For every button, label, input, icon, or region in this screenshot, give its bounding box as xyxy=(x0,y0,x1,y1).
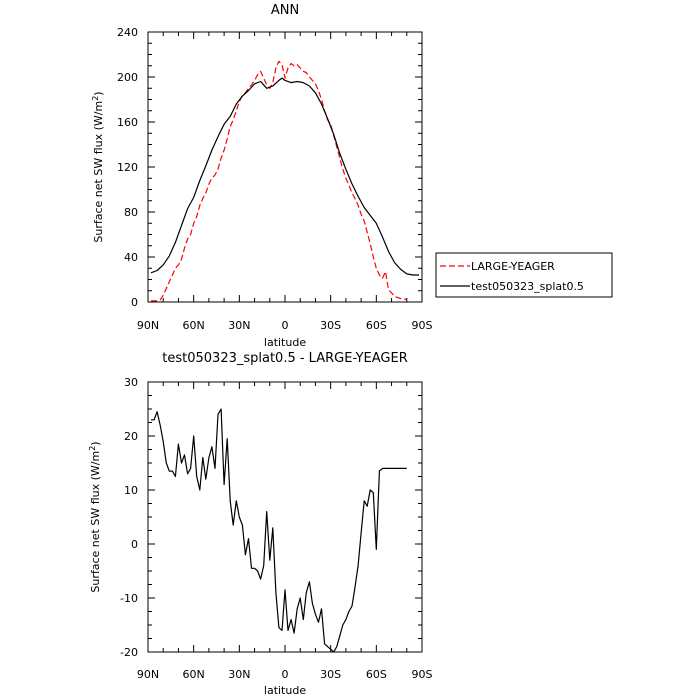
x-axis-label: latitude xyxy=(264,336,306,349)
y-axis-label-superscript: 2 xyxy=(88,446,97,451)
x-tick-label: 30N xyxy=(228,668,250,681)
y-tick-label: 40 xyxy=(124,251,138,264)
y-tick-label: 20 xyxy=(124,430,138,443)
legend-label: test050323_splat0.5 xyxy=(471,280,584,293)
y-tick-label: -10 xyxy=(120,592,138,605)
y-tick-label: 0 xyxy=(131,296,138,309)
series-line-2 xyxy=(150,77,419,276)
y-tick-label: 30 xyxy=(124,376,138,389)
chart-panel-1: ANN 90N 60N 30N 0 30S 60S 90S 0 40 80 120 160 200 240 l… xyxy=(91,3,613,349)
y-axis-label-main: Surface net SW flux (W/m xyxy=(92,101,105,243)
x-tick-label: 0 xyxy=(282,319,289,332)
plot-frame xyxy=(147,381,423,653)
y-tick-label: 0 xyxy=(131,538,138,551)
y-tick-label: 200 xyxy=(117,71,138,84)
y-axis-label-close: ) xyxy=(89,441,102,445)
x-tick-label: 90S xyxy=(412,319,433,332)
y-tick-label: 120 xyxy=(117,161,138,174)
x-tick-label: 90N xyxy=(137,668,159,681)
y-axis-label-superscript: 2 xyxy=(91,96,100,101)
chart-title: ANN xyxy=(271,3,299,18)
y-tick-label: 160 xyxy=(117,116,138,129)
x-tick-label: 60S xyxy=(366,668,387,681)
x-axis-label: latitude xyxy=(264,684,306,697)
legend-box xyxy=(435,252,613,298)
y-tick-label: 80 xyxy=(124,206,138,219)
y-tick-label: 240 xyxy=(117,26,138,39)
y-axis-label-main: Surface net SW flux (W/m xyxy=(89,451,102,593)
y-axis-label: Surface net SW flux (W/m2) xyxy=(88,441,102,592)
x-tick-label: 60S xyxy=(366,319,387,332)
y-tick-label: -20 xyxy=(120,646,138,659)
y-axis-label-close: ) xyxy=(92,91,105,95)
x-tick-label: 90S xyxy=(412,668,433,681)
x-tick-label: 60N xyxy=(183,319,205,332)
series-line-1 xyxy=(151,60,408,302)
legend-label: LARGE-YEAGER xyxy=(471,260,555,273)
legend: LARGE-YEAGER test050323_splat0.5 xyxy=(435,252,613,298)
series-line-1 xyxy=(151,408,407,653)
plot-frame xyxy=(147,31,423,303)
chart-title: test050323_splat0.5 - LARGE-YEAGER xyxy=(162,351,407,366)
x-tick-label: 30S xyxy=(320,319,341,332)
y-tick-label: 10 xyxy=(124,484,138,497)
y-axis-label: Surface net SW flux (W/m2) xyxy=(91,91,105,242)
x-tick-label: 60N xyxy=(183,668,205,681)
x-tick-label: 30S xyxy=(320,668,341,681)
x-tick-label: 90N xyxy=(137,319,159,332)
x-tick-label: 0 xyxy=(282,668,289,681)
x-tick-label: 30N xyxy=(228,319,250,332)
chart-panel-2: test050323_splat0.5 - LARGE-YEAGER 90N 60N… xyxy=(88,351,433,697)
